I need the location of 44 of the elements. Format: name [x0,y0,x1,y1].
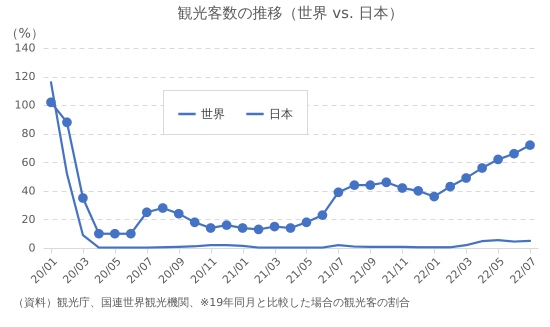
y-tick-label: 40 [22,184,36,198]
y-tick-label: 140 [14,42,36,54]
point [206,223,216,233]
point [270,222,280,232]
point [190,217,200,228]
point [445,182,456,192]
point [78,193,88,203]
point [525,140,535,150]
y-tick-label: 120 [14,70,36,84]
point [174,208,184,219]
y-tick-label: 80 [22,127,36,140]
y-tick-label: 0 [28,242,36,254]
point [413,186,424,196]
y-tick-label: 100 [14,98,36,112]
point [158,203,168,213]
point [286,223,296,233]
point [334,187,344,198]
point [381,177,392,188]
point [238,223,248,233]
point [302,217,312,228]
point [94,228,104,239]
text: （資料）観光庁、国連世界観光機関、※19年同月と比較した場合の観光客の割合 [13,296,410,309]
y-tick-label: 20 [22,212,36,226]
point [397,183,408,193]
point [142,207,152,218]
y-tick-label: 60 [22,156,36,169]
legend-label: 日本 [269,107,293,121]
legend-label: 世界 [201,107,225,121]
point [222,220,232,230]
point [110,228,120,239]
point [350,180,360,190]
line-series [50,81,532,249]
point [477,163,487,173]
y-axis-title: （%） [6,26,44,42]
point [254,224,264,234]
point [318,210,328,220]
point [126,228,136,239]
point [509,148,519,159]
point [62,117,72,128]
point [429,192,440,202]
point [365,180,376,190]
chart-title: 観光客数の推移（世界 vs. 日本） [178,4,404,22]
point [493,154,503,164]
point [461,173,472,183]
